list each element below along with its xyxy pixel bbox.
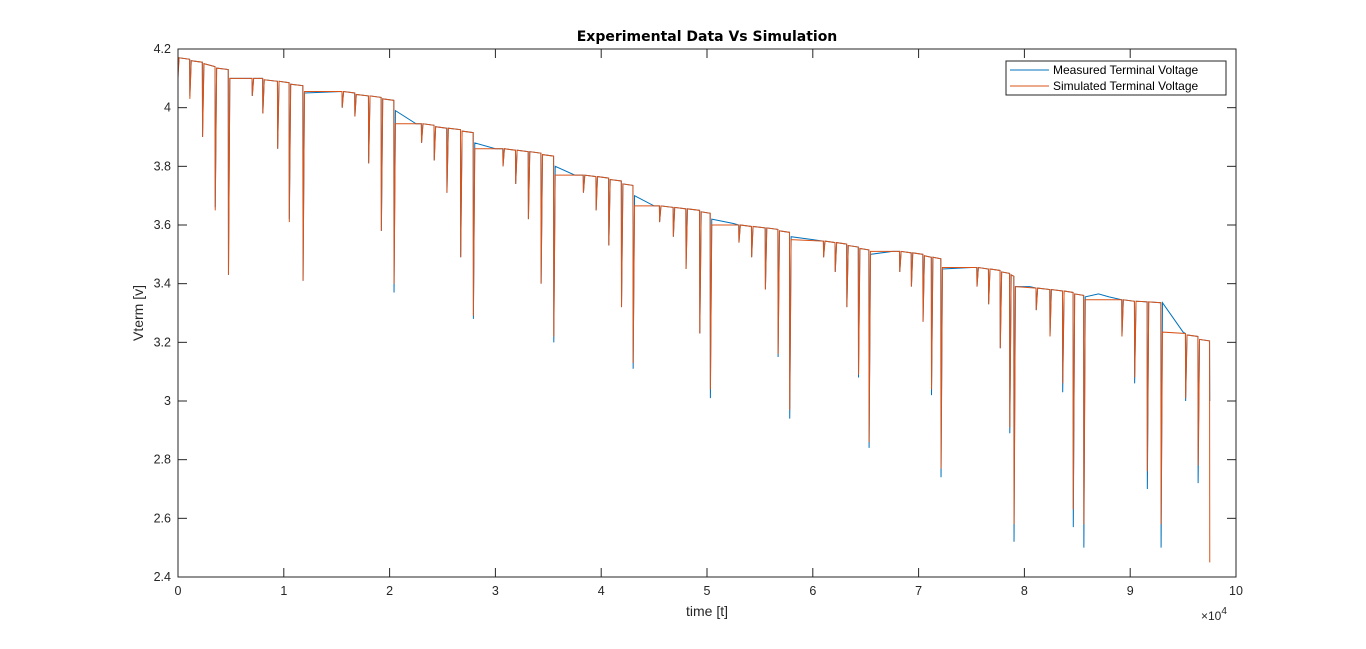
x-tick-label: 6 [809, 584, 816, 598]
x-axis-exponent-power: 4 [1221, 606, 1227, 617]
y-tick-label: 3 [164, 394, 171, 408]
y-tick-label: 2.6 [154, 511, 171, 525]
x-tick-label: 10 [1229, 584, 1243, 598]
series-layer [177, 57, 1211, 563]
legend-label-measured: Measured Terminal Voltage [1053, 63, 1199, 77]
x-tick-label: 1 [280, 584, 287, 598]
legend: Measured Terminal Voltage Simulated Term… [1005, 60, 1227, 96]
y-tick-label: 4.2 [154, 42, 171, 56]
x-tick-label: 3 [492, 584, 499, 598]
x-tick-label: 4 [598, 584, 605, 598]
plot-area [178, 49, 1236, 577]
y-tick-label: 2.8 [154, 453, 171, 467]
y-tick-label: 3.8 [154, 159, 171, 173]
x-tick-label: 5 [704, 584, 711, 598]
y-tick-label: 4 [164, 101, 171, 115]
legend-label-simulated: Simulated Terminal Voltage [1053, 79, 1199, 93]
x-tick-label: 0 [175, 584, 182, 598]
legend-box [1005, 60, 1227, 96]
y-tick-label: 3.6 [154, 218, 171, 232]
x-tick-label: 7 [915, 584, 922, 598]
chart-title: Experimental Data Vs Simulation [577, 29, 838, 45]
x-axis-exponent-base: ×10 [1201, 609, 1222, 623]
y-tick-label: 3.4 [154, 277, 171, 291]
y-tick-label: 2.4 [154, 570, 171, 584]
x-axis-label: time [t] [686, 603, 728, 619]
y-axis-label: Vterm [v] [130, 285, 146, 341]
ticks-layer: 0 1 2 3 4 5 6 7 8 9 10 2.4 2.6 2.8 3 3.2 3.4 3.6 3.8 4 4.2 [154, 42, 1243, 598]
x-axis-exponent: ×104 [1201, 606, 1227, 623]
y-tick-label: 3.2 [154, 335, 171, 349]
series-line-simulated [177, 57, 1211, 563]
x-tick-label: 2 [386, 584, 393, 598]
x-tick-label: 8 [1021, 584, 1028, 598]
x-tick-label: 9 [1127, 584, 1134, 598]
